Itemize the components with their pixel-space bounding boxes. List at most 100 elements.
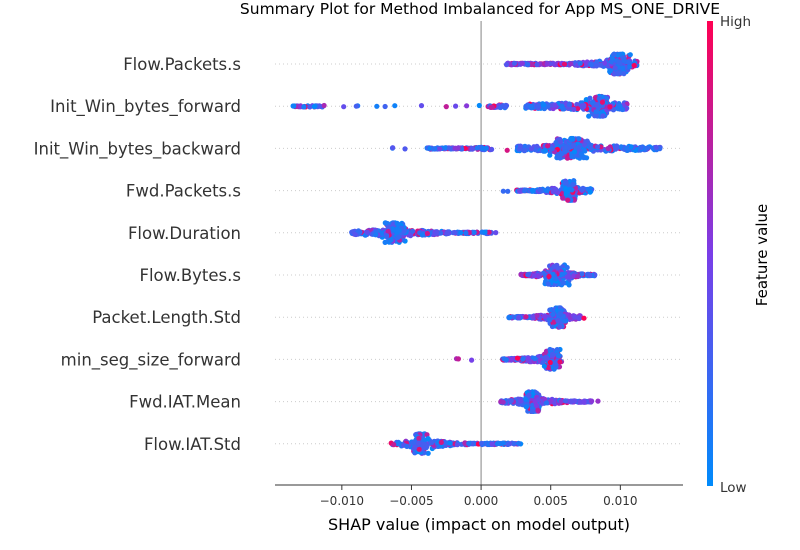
shap-point <box>559 271 565 277</box>
shap-point <box>516 315 522 321</box>
shap-point <box>621 71 627 77</box>
shap-point <box>541 105 547 112</box>
shap-point <box>602 60 608 66</box>
shap-point <box>610 107 617 113</box>
x-tick-label: −0.010 <box>320 494 364 508</box>
shap-point <box>437 230 444 236</box>
shap-point <box>424 432 430 438</box>
shap-point <box>523 404 529 410</box>
shap-point <box>569 153 575 159</box>
shap-point <box>352 231 358 237</box>
shap-point <box>374 103 380 109</box>
feature-label: Packet.Length.Std <box>92 308 241 327</box>
shap-point <box>476 102 482 109</box>
shap-point <box>556 353 562 359</box>
shap-point <box>489 104 495 110</box>
shap-point <box>385 224 391 230</box>
feature-points-1 <box>290 93 630 119</box>
shap-point <box>541 313 547 319</box>
shap-point <box>545 143 551 149</box>
row-gridlines <box>275 63 683 445</box>
shap-point <box>385 228 391 234</box>
shap-point <box>522 396 529 402</box>
shap-point <box>553 139 559 146</box>
shap-point <box>412 444 418 450</box>
shap-point <box>599 99 606 105</box>
shap-point <box>437 146 443 152</box>
shap-point <box>638 144 645 151</box>
shap-point <box>382 103 388 110</box>
feature-labels: Flow.Packets.s Init_Win_bytes_forward Init… <box>34 55 241 454</box>
shap-point <box>570 181 576 187</box>
shap-point <box>626 59 632 66</box>
shap-point <box>430 146 436 152</box>
feature-points-4 <box>349 220 499 245</box>
shap-point <box>555 265 561 271</box>
shap-point <box>498 104 504 111</box>
shap-point <box>557 155 563 161</box>
shap-point <box>522 187 528 193</box>
shap-point <box>383 220 389 226</box>
shap-point <box>590 99 596 105</box>
shap-point <box>550 271 556 277</box>
shap-point <box>557 324 563 330</box>
shap-point <box>525 62 531 68</box>
colorbar <box>707 21 713 486</box>
shap-point <box>404 443 410 449</box>
shap-point <box>364 229 370 235</box>
shap-point <box>559 103 565 109</box>
shap-point <box>564 155 571 161</box>
shap-point <box>353 103 359 109</box>
shap-point <box>486 229 492 235</box>
shap-point <box>576 144 582 150</box>
shap-point <box>566 101 573 108</box>
shap-point <box>581 399 587 405</box>
x-tick-label: 0.010 <box>603 494 637 508</box>
shap-point <box>307 104 313 110</box>
shap-point <box>631 62 637 69</box>
shap-point <box>543 188 549 194</box>
shap-point <box>443 104 449 110</box>
feature-label: Fwd.Packets.s <box>126 182 241 201</box>
shap-point <box>621 58 627 64</box>
shap-point <box>562 318 568 324</box>
shap-point <box>581 104 587 110</box>
shap-point <box>549 351 556 357</box>
shap-point <box>544 61 550 67</box>
shap-point <box>396 227 402 233</box>
shap-point <box>541 363 548 369</box>
shap-point <box>505 441 511 447</box>
shap-point <box>455 356 461 362</box>
shap-points <box>290 51 663 456</box>
shap-point <box>552 401 558 407</box>
shap-point <box>341 104 347 110</box>
shap-point <box>607 104 613 110</box>
shap-point <box>495 440 501 446</box>
shap-point <box>545 103 551 109</box>
shap-point <box>509 356 515 362</box>
shap-point <box>442 145 448 151</box>
x-tick-label: 0.000 <box>464 494 498 508</box>
shap-point <box>582 148 588 154</box>
shap-point <box>587 95 593 101</box>
shap-point <box>563 180 569 186</box>
shap-point <box>564 274 570 280</box>
shap-point <box>392 103 398 109</box>
shap-point <box>613 145 620 151</box>
shap-point <box>605 145 611 152</box>
shap-point <box>550 311 556 317</box>
shap-point <box>508 398 514 404</box>
feature-points-2 <box>389 135 663 161</box>
shap-point <box>425 436 431 442</box>
shap-point <box>569 187 575 193</box>
shap-point <box>544 355 550 361</box>
shap-point <box>547 359 553 366</box>
shap-point <box>576 136 582 142</box>
shap-point <box>563 144 569 150</box>
shap-point <box>489 441 495 447</box>
shap-point <box>416 435 422 441</box>
colorbar-title: Feature value <box>753 204 771 306</box>
shap-point <box>321 102 327 109</box>
shap-point <box>458 230 464 236</box>
